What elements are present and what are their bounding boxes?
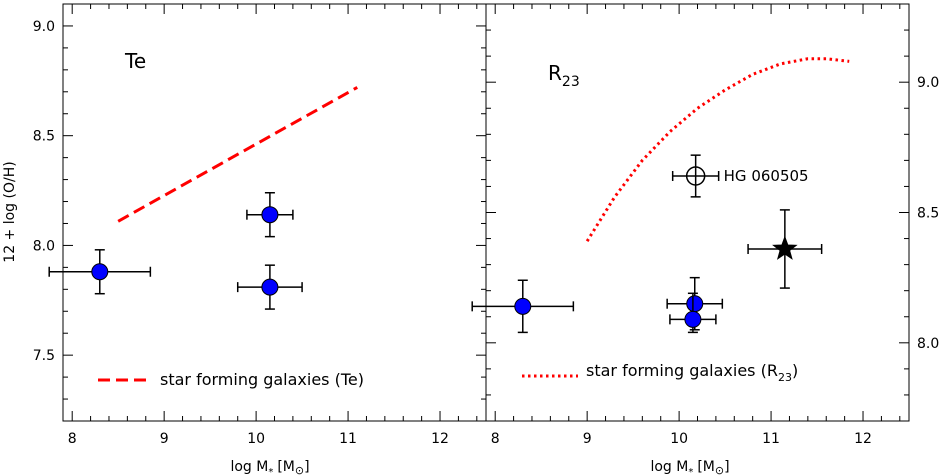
- open-circle-marker: [685, 166, 706, 186]
- y-tick-label: 8.5: [33, 129, 55, 145]
- sun-symbol: ⊙: [295, 464, 304, 476]
- x-label-unit-prefix: [M: [277, 459, 295, 475]
- y-tick-label: 8.0: [917, 336, 939, 352]
- x-tick-label: 10: [670, 431, 688, 447]
- filled-circle-marker: [514, 297, 532, 315]
- x-tick-label: 12: [854, 431, 872, 447]
- star-marker: [772, 235, 798, 260]
- filled-circle-marker: [686, 295, 704, 313]
- data-point: HG 060505: [671, 154, 809, 198]
- data-point: [471, 279, 575, 334]
- x-tick-label: 8: [68, 431, 77, 447]
- legend-subscript: 23: [778, 371, 792, 384]
- panel-r23-ticks: 8 9 10 11 12 8.0 8.5 9.0: [486, 3, 939, 447]
- panel-r23-label: R23: [548, 61, 580, 90]
- x-tick-label: 11: [762, 431, 780, 447]
- x-tick-label: 11: [339, 431, 357, 447]
- relation-line: [117, 86, 358, 223]
- data-point: [747, 209, 823, 289]
- panel-r23-points: HG 060505: [471, 154, 823, 334]
- x-label-subscript: *: [268, 467, 273, 476]
- panel-te-legend-text: star forming galaxies (Te): [160, 370, 364, 389]
- legend-suffix: ): [792, 361, 798, 380]
- filled-circle-marker: [91, 263, 109, 281]
- relation-line: [585, 57, 850, 242]
- y-tick-label: 9.0: [33, 19, 55, 35]
- panel-te-points: [48, 191, 303, 310]
- x-label-subscript: *: [688, 467, 693, 476]
- panel-te-ticks: 8 9 10 11 12 7.5 8.0 8.5 9.0: [33, 3, 486, 447]
- x-tick-label: 12: [431, 431, 449, 447]
- x-label-main: log M: [650, 459, 688, 475]
- filled-circle-marker: [684, 310, 702, 328]
- panel-te-label: Te: [124, 49, 146, 73]
- x-tick-label: 10: [247, 431, 265, 447]
- x-label-unit-suffix: ]: [304, 459, 309, 475]
- y-tick-label: 9.0: [917, 75, 939, 91]
- data-point: [669, 292, 717, 334]
- x-tick-label: 8: [491, 431, 500, 447]
- y-tick-label: 8.0: [33, 238, 55, 254]
- panel-te-relation: [117, 86, 358, 223]
- sun-symbol: ⊙: [715, 464, 724, 476]
- y-tick-label: 7.5: [33, 348, 55, 364]
- panel-r23-relation: [585, 57, 850, 242]
- data-point: [236, 264, 303, 310]
- x-tick-label: 9: [160, 431, 169, 447]
- y-tick-label: 8.5: [917, 206, 939, 222]
- data-point: [48, 249, 152, 295]
- panel-te: 8 9 10 11 12 7.5 8.0 8.5 9.0 Te star forming gal…: [2, 3, 487, 476]
- legend-main: star forming galaxies (R: [586, 361, 778, 380]
- filled-circle-marker: [261, 206, 279, 224]
- x-tick-label: 9: [583, 431, 592, 447]
- panel-r23-legend-text: star forming galaxies (R23): [586, 361, 798, 384]
- data-point: [246, 191, 294, 238]
- panel-r23-label-main: R: [548, 61, 562, 85]
- panel-r23-label-subscript: 23: [562, 74, 580, 90]
- x-label-main: log M: [230, 459, 268, 475]
- panel-r23-x-axis-label: log M* [M⊙]: [650, 459, 729, 476]
- x-label-unit-prefix: [M: [697, 459, 715, 475]
- panel-te-y-axis-label: 12 + log (O/H): [2, 161, 18, 262]
- panel-te-x-axis-label: log M* [M⊙]: [230, 459, 309, 476]
- panel-r23: 8 9 10 11 128.08.59.0 HG 060505 R23 star for…: [471, 3, 939, 476]
- point-annotation: HG 060505: [724, 167, 809, 185]
- x-label-unit-suffix: ]: [724, 459, 729, 475]
- filled-circle-marker: [261, 278, 279, 296]
